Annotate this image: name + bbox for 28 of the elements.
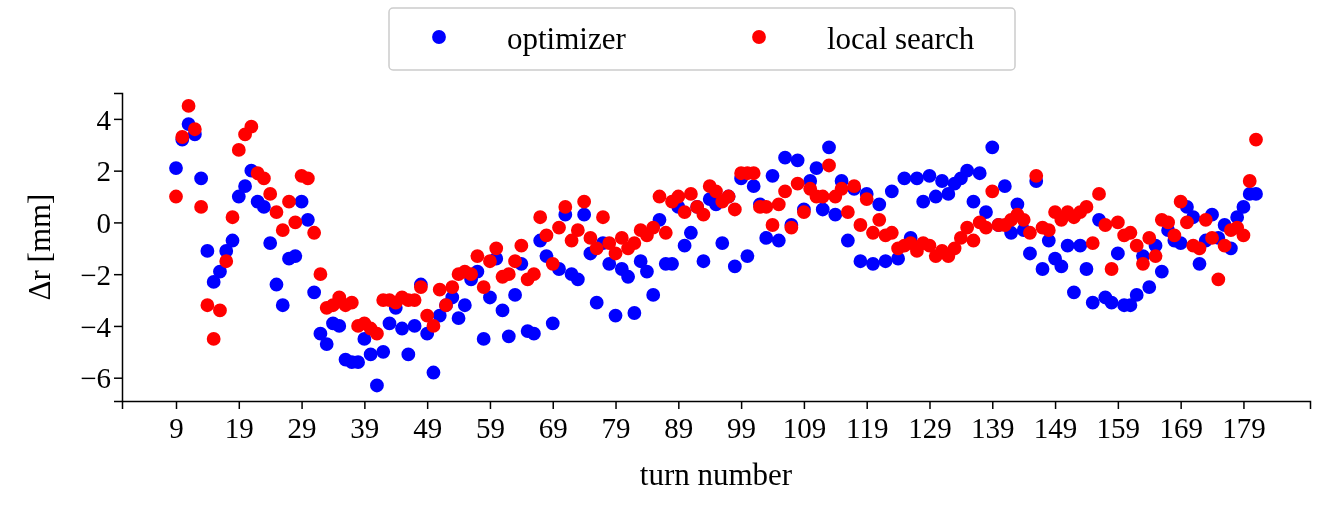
y-axis-title: Δr [mm]	[22, 193, 57, 301]
x-tick-label: 39	[350, 412, 380, 445]
x-tick-label: 129	[908, 412, 952, 445]
x-tick-label: 159	[1096, 412, 1141, 445]
x-tick-label: 19	[224, 412, 254, 445]
y-tick-label: −2	[80, 258, 111, 291]
x-tick-label: 79	[601, 412, 631, 445]
x-axis-title: turn number	[639, 457, 793, 492]
y-tick-label: 2	[96, 155, 111, 188]
x-tick-label: 139	[971, 412, 1015, 445]
y-tick-label: 4	[96, 103, 112, 136]
x-tick-label: 49	[413, 412, 443, 445]
x-tick-label: 119	[845, 412, 889, 445]
x-tick-label: 89	[664, 412, 694, 445]
legend-label: optimizer	[507, 21, 627, 56]
y-tick-label: −6	[80, 362, 111, 395]
x-tick-label: 179	[1222, 412, 1266, 445]
x-tick-label: 9	[169, 412, 184, 445]
x-tick-label: 149	[1033, 412, 1078, 445]
x-tick-label: 99	[727, 412, 757, 445]
x-tick-label: 109	[782, 412, 827, 445]
x-tick-label: 29	[287, 412, 317, 445]
y-tick-label: −4	[80, 310, 112, 343]
x-tick-label: 59	[475, 412, 505, 445]
x-tick-label: 69	[538, 412, 568, 445]
legend-label: local search	[827, 21, 975, 56]
y-tick-label: 0	[96, 207, 111, 240]
x-tick-label: 169	[1159, 412, 1203, 445]
